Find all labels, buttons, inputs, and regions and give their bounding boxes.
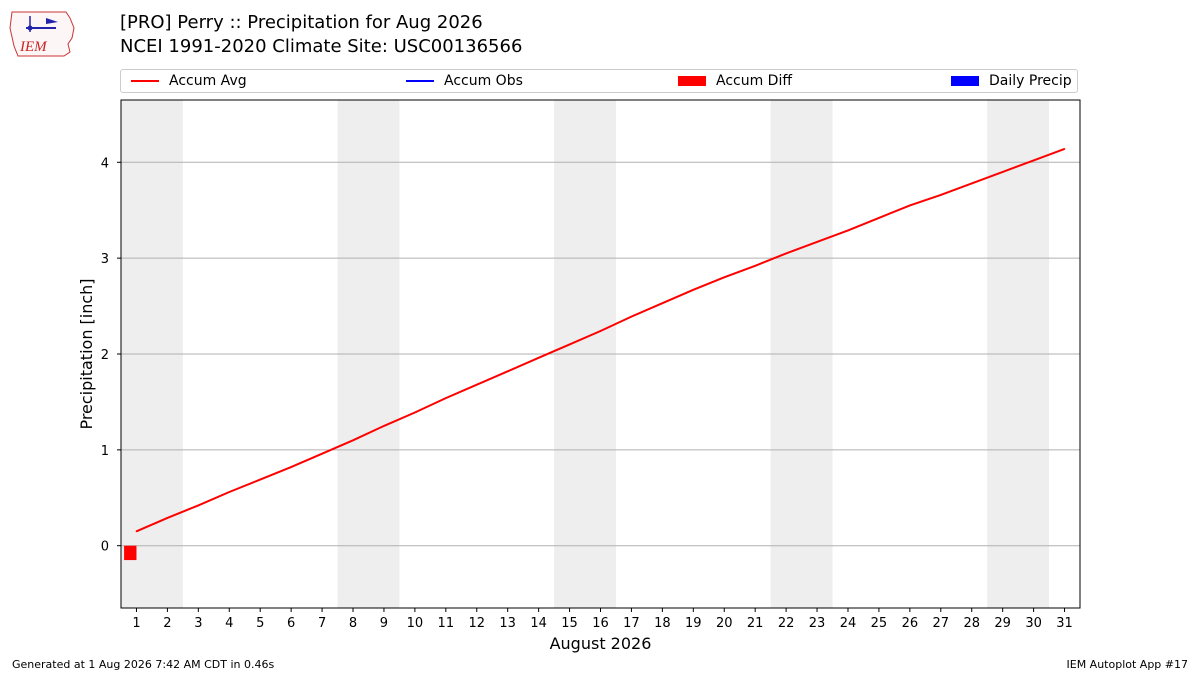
y-tick-label: 3 <box>101 252 109 267</box>
x-tick-label: 20 <box>716 616 733 631</box>
footer-generated: Generated at 1 Aug 2026 7:42 AM CDT in 0… <box>12 658 275 671</box>
data-point <box>537 357 540 359</box>
data-point <box>228 491 231 493</box>
data-point <box>414 411 416 414</box>
x-tick-label: 5 <box>256 616 264 631</box>
x-tick-label: 21 <box>747 616 764 631</box>
data-point <box>661 302 664 305</box>
legend-swatch <box>406 80 434 82</box>
x-tick-label: 16 <box>592 616 609 631</box>
data-point <box>599 330 602 332</box>
x-tick-label: 4 <box>225 616 233 631</box>
x-tick-label: 10 <box>407 616 424 631</box>
data-point <box>785 252 787 255</box>
legend-swatch <box>131 80 159 82</box>
data-point <box>197 504 200 507</box>
data-point <box>568 343 571 346</box>
x-tick-label: 11 <box>438 616 455 631</box>
x-tick-label: 6 <box>287 616 295 631</box>
logo-text: IEM <box>19 39 48 55</box>
y-tick-label: 2 <box>101 348 109 363</box>
legend-item-daily-precip: Daily Precip <box>951 73 1072 89</box>
data-point <box>383 425 385 427</box>
data-point <box>630 315 633 318</box>
legend-label: Daily Precip <box>989 73 1072 89</box>
data-point <box>506 370 509 373</box>
x-tick-label: 2 <box>163 616 171 631</box>
x-tick-label: 30 <box>1025 616 1042 631</box>
plot-frame <box>120 99 1081 609</box>
chart-title: [PRO] Perry :: Precipitation for Aug 202… <box>120 12 483 33</box>
data-point <box>723 276 726 279</box>
x-tick-label: 18 <box>654 616 671 631</box>
data-point <box>909 204 911 207</box>
x-tick-label: 28 <box>963 616 980 631</box>
x-tick-label: 25 <box>871 616 888 631</box>
x-tick-label: 27 <box>933 616 950 631</box>
x-tick-label: 17 <box>623 616 640 631</box>
data-point <box>321 452 323 455</box>
data-point <box>475 383 478 386</box>
y-axis-label: Precipitation [inch] <box>77 278 96 429</box>
legend-label: Accum Diff <box>716 73 793 89</box>
data-point <box>1001 171 1004 173</box>
x-tick-label: 26 <box>902 616 919 631</box>
y-tick-label: 4 <box>101 156 109 171</box>
x-tick-label: 3 <box>194 616 202 631</box>
data-point <box>816 241 818 243</box>
iem-logo: IEM <box>9 11 75 57</box>
data-point <box>1063 148 1066 150</box>
legend-item-accum-diff: Accum Diff <box>678 73 792 89</box>
legend-swatch <box>678 76 706 86</box>
accum-diff-bar <box>124 545 137 561</box>
data-point <box>352 439 354 442</box>
data-point <box>259 478 262 481</box>
data-point <box>445 397 447 399</box>
data-point <box>1032 159 1035 162</box>
legend-swatch <box>951 76 979 86</box>
y-tick-label: 1 <box>101 444 109 459</box>
data-point <box>166 517 169 519</box>
x-tick-label: 23 <box>809 616 826 631</box>
footer-app: IEM Autoplot App #17 <box>1066 658 1189 671</box>
data-point <box>878 217 880 219</box>
x-tick-label: 22 <box>778 616 795 631</box>
legend-label: Accum Avg <box>169 73 247 89</box>
data-point <box>847 229 849 232</box>
data-point <box>754 265 756 267</box>
data-point <box>290 466 292 468</box>
x-tick-label: 24 <box>840 616 857 631</box>
iowa-outline-icon <box>9 11 75 57</box>
legend-item-accum-obs: Accum Obs <box>406 73 523 89</box>
x-tick-label: 31 <box>1056 616 1073 631</box>
y-tick-label: 0 <box>101 540 109 555</box>
chart-subtitle: NCEI 1991-2020 Climate Site: USC00136566 <box>120 36 523 57</box>
legend: Accum Avg Accum Obs Accum Diff Daily Precip <box>120 69 1078 93</box>
x-tick-label: 29 <box>994 616 1011 631</box>
x-tick-label: 15 <box>561 616 578 631</box>
x-tick-label: 1 <box>132 616 140 631</box>
x-tick-label: 8 <box>349 616 357 631</box>
data-point <box>970 182 973 185</box>
data-point <box>135 530 138 533</box>
legend-item-accum-avg: Accum Avg <box>131 73 247 89</box>
legend-label: Accum Obs <box>444 73 523 89</box>
x-tick-label: 14 <box>530 616 547 631</box>
data-point <box>692 288 695 291</box>
x-tick-label: 7 <box>318 616 326 631</box>
x-tick-label: 12 <box>468 616 485 631</box>
data-point <box>939 194 942 196</box>
x-tick-label: 9 <box>380 616 388 631</box>
x-axis-label: August 2026 <box>550 634 652 653</box>
x-tick-label: 13 <box>499 616 516 631</box>
x-tick-label: 19 <box>685 616 702 631</box>
